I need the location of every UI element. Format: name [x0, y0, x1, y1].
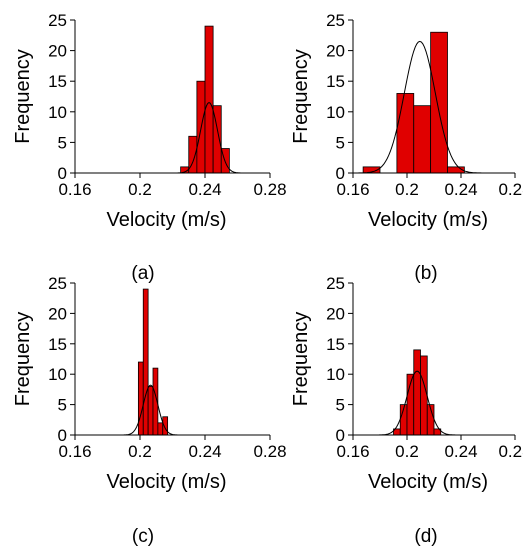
y-tick-label: 10	[48, 103, 67, 122]
y-tick-label: 0	[58, 164, 67, 183]
y-tick-label: 5	[58, 396, 67, 415]
x-tick-label: 0.16	[336, 180, 369, 199]
histogram-bar	[137, 361, 144, 436]
histogram-bar	[396, 93, 415, 174]
histogram-bar	[430, 31, 448, 174]
histogram-bar	[420, 355, 428, 436]
x-tick-label: 0.16	[58, 442, 91, 461]
x-tick-label: 0.28	[498, 442, 523, 461]
histogram-bar	[413, 349, 421, 436]
x-tick-label: 0.2	[395, 442, 419, 461]
x-tick-label: 0.28	[253, 180, 286, 199]
histogram-bar	[142, 288, 149, 436]
histogram-bar	[413, 105, 432, 174]
panel-label: (b)	[414, 263, 437, 284]
x-tick-label: 0.16	[336, 442, 369, 461]
y-tick-label: 20	[48, 42, 67, 61]
panel-a: 0 5 10 15 20 25 0.16 0.2 0.24 0.28 Velocity (m/s) F…	[12, 11, 287, 284]
x-axis-label: Velocity (m/s)	[368, 471, 488, 493]
x-axis-label: Velocity (m/s)	[106, 471, 226, 493]
y-axis-label: Frequency	[12, 312, 34, 407]
y-tick-label: 25	[48, 11, 67, 30]
y-axis-label: Frequency	[290, 49, 312, 144]
x-axis-label: Velocity (m/s)	[368, 209, 488, 231]
x-tick-label: 0.24	[444, 180, 477, 199]
y-tick-label: 5	[58, 133, 67, 152]
x-tick-label: 0.2	[128, 180, 152, 199]
y-tick-label: 15	[326, 335, 345, 354]
y-axis-label: Frequency	[290, 312, 312, 407]
normal-fit-curve	[357, 40, 482, 174]
y-tick-label: 25	[48, 274, 67, 293]
y-tick-label: 15	[326, 72, 345, 91]
y-tick-label: 0	[336, 164, 345, 183]
histogram-bar	[157, 422, 164, 436]
x-tick-label: 0.24	[444, 442, 477, 461]
y-tick-label: 0	[336, 426, 345, 445]
x-tick-label: 0.28	[498, 180, 523, 199]
histogram-bar	[162, 416, 169, 436]
y-tick-label: 25	[326, 274, 345, 293]
histogram-bar	[147, 385, 154, 436]
panel-label: (a)	[131, 263, 154, 284]
normal-fit-curve	[376, 370, 458, 436]
y-axis-label: Frequency	[12, 49, 34, 144]
x-tick-label: 0.28	[253, 442, 286, 461]
panel-c: 0 5 10 15 20 25 0.16 0.2 0.24 0.28 Velocity (m/s) F…	[12, 274, 287, 547]
x-tick-label: 0.24	[188, 180, 221, 199]
y-tick-label: 20	[326, 42, 345, 61]
y-tick-label: 5	[336, 396, 345, 415]
panel-d: 0 5 10 15 20 25 0.16 0.2 0.24 0.28 Velocity (m/s) F…	[290, 274, 523, 547]
y-tick-label: 0	[58, 426, 67, 445]
panel-b: 0 5 10 15 20 25 0.16 0.2 0.24 0.28 Velocity (m/s) F…	[290, 11, 523, 284]
y-tick-label: 15	[48, 335, 67, 354]
normal-fit-curve	[175, 102, 243, 174]
panel-label: (d)	[414, 526, 437, 547]
x-tick-label: 0.16	[58, 180, 91, 199]
y-tick-label: 20	[48, 304, 67, 323]
x-tick-label: 0.24	[188, 442, 221, 461]
y-tick-label: 10	[48, 365, 67, 384]
y-tick-label: 5	[336, 133, 345, 152]
y-tick-label: 10	[326, 365, 345, 384]
y-tick-label: 15	[48, 72, 67, 91]
x-tick-label: 0.2	[128, 442, 152, 461]
normal-fit-curve	[121, 384, 180, 436]
y-tick-label: 20	[326, 304, 345, 323]
y-tick-label: 25	[326, 11, 345, 30]
y-tick-label: 10	[326, 103, 345, 122]
panel-label: (c)	[132, 526, 154, 547]
histogram-bar	[204, 25, 214, 174]
x-axis-label: Velocity (m/s)	[106, 209, 226, 231]
x-tick-label: 0.2	[395, 180, 419, 199]
